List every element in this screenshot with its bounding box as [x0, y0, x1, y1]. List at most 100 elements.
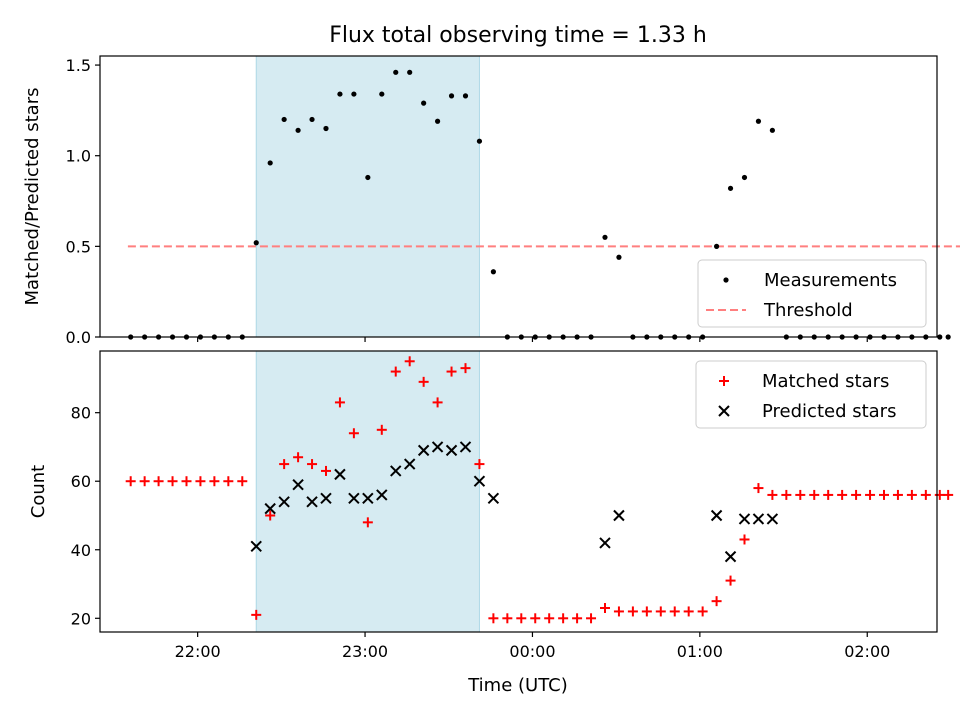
predicted-star-marker	[724, 550, 737, 563]
matched-star-marker	[139, 476, 150, 487]
predicted-star-marker	[250, 540, 262, 553]
matched-star-marker	[181, 476, 192, 487]
predicted-star-marker	[431, 441, 444, 453]
matched-star-marker	[307, 459, 318, 470]
cross-marker-b	[376, 489, 388, 501]
measurement-point	[769, 127, 775, 133]
matched-star-marker	[943, 489, 954, 500]
legend-label: Measurements	[764, 270, 897, 291]
matched-star-marker	[251, 609, 262, 620]
matched-star-marker	[195, 476, 206, 487]
matched-star-marker	[418, 376, 429, 387]
cross-marker-b	[348, 492, 360, 505]
predicted-star-marker	[376, 489, 388, 501]
matched-star-marker	[725, 575, 736, 586]
predicted-star-marker	[752, 513, 765, 525]
legend-label: Matched stars	[762, 371, 889, 392]
cross-marker-b	[264, 502, 276, 515]
predicted-star-marker	[362, 492, 374, 505]
x-tick-label: 00:00	[509, 642, 555, 661]
measurement-point	[462, 93, 469, 99]
matched-star-marker	[334, 397, 345, 408]
legend-marker-dot	[723, 277, 729, 283]
predicted-star-marker	[348, 492, 360, 505]
matched-star-marker	[906, 489, 917, 500]
matched-star-marker	[474, 459, 485, 470]
legend: Measurements Threshold	[697, 259, 927, 328]
measurement-point	[267, 160, 273, 166]
measurement-point	[309, 116, 315, 123]
measurement-point	[755, 118, 762, 124]
measurement-point	[448, 93, 455, 99]
matched-star-marker	[739, 534, 750, 545]
measurement-point	[365, 174, 371, 181]
cross-marker-b	[710, 509, 723, 522]
matched-star-marker	[641, 606, 652, 617]
matched-star-marker	[655, 606, 666, 617]
y-axis-label: Matched/Predicted stars	[22, 88, 43, 306]
cross-marker-b	[390, 465, 402, 477]
matched-star-marker	[711, 596, 722, 607]
cross-marker-b	[362, 492, 374, 505]
matched-star-marker	[488, 613, 499, 624]
matched-star-marker	[320, 465, 331, 476]
matched-star-marker	[683, 606, 694, 617]
y-tick-label: 80	[71, 404, 91, 423]
measurement-point	[253, 240, 259, 246]
axes-frame	[99, 55, 938, 338]
matched-star-marker	[348, 428, 359, 439]
matched-star-marker	[669, 606, 680, 617]
cross-marker-b	[334, 468, 346, 481]
matched-star-marker	[627, 606, 638, 617]
y-tick-label: 0.5	[66, 237, 91, 256]
matched-star-marker	[878, 489, 889, 500]
matched-star-marker	[530, 613, 541, 624]
matched-star-marker	[544, 613, 555, 624]
matched-star-marker	[125, 476, 136, 487]
measurement-point	[616, 254, 622, 260]
matched-star-marker	[795, 489, 806, 500]
matched-star-marker	[823, 489, 834, 500]
shaded-observing-span	[256, 351, 480, 632]
matched-star-marker	[432, 397, 443, 408]
measurement-point	[407, 69, 413, 75]
cross-marker-b	[459, 441, 472, 453]
cross-marker-b	[473, 475, 486, 487]
cross-marker-b	[250, 540, 262, 553]
measurement-point	[713, 243, 720, 249]
measurement-point	[434, 118, 441, 124]
bottom-panel: 20 40 60 80 22:00 23:00 00:00 01:00 02:00 Count Ma…	[28, 350, 954, 661]
predicted-star-marker	[599, 537, 611, 549]
predicted-star-marker	[417, 444, 430, 457]
x-tick-label: 22:00	[175, 642, 221, 661]
predicted-star-marker	[390, 465, 402, 477]
matched-star-marker	[599, 603, 610, 614]
cross-marker-b	[613, 509, 625, 522]
axes-frame	[99, 350, 938, 633]
matched-star-marker	[404, 356, 415, 367]
cross-marker-b	[752, 513, 765, 525]
predicted-star-marker	[445, 444, 458, 457]
cross-marker-b	[766, 513, 779, 525]
matched-star-marker	[767, 489, 778, 500]
matched-star-marker	[920, 489, 931, 500]
predicted-star-marker	[403, 458, 416, 470]
predicted-star-marker	[710, 509, 723, 522]
cross-marker-b	[738, 513, 751, 525]
y-tick-label: 0.0	[66, 328, 91, 347]
measurement-point	[323, 125, 329, 132]
cross-marker-b	[278, 496, 290, 508]
measurement-point	[295, 127, 301, 133]
matched-star-marker	[223, 476, 234, 487]
x-tick-label: 23:00	[342, 642, 388, 661]
matched-star-marker	[390, 366, 401, 377]
cross-marker-b	[306, 496, 318, 508]
measurement-point	[476, 138, 483, 144]
legend-marker-cross-b	[718, 405, 730, 417]
matched-star-marker	[167, 476, 178, 487]
measurement-point	[945, 334, 951, 340]
measurement-point	[337, 91, 343, 97]
y-axis-label: Count	[28, 465, 49, 518]
